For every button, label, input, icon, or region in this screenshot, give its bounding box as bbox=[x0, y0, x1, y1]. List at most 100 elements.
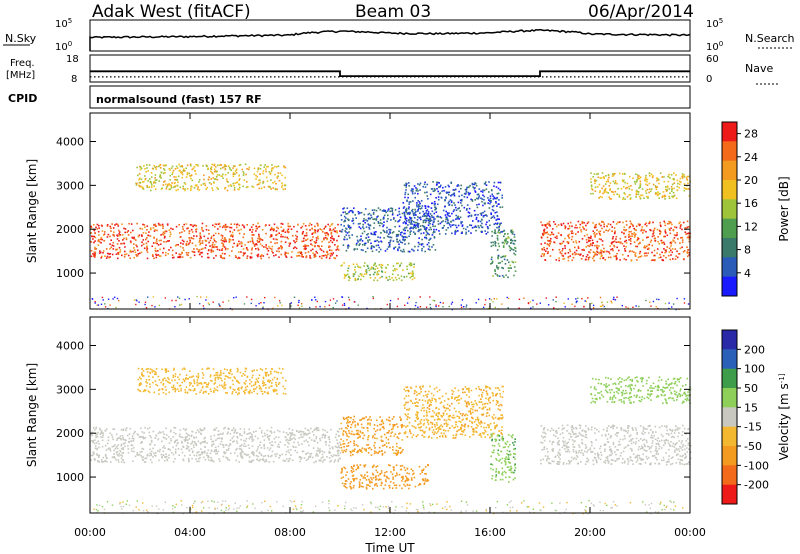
scatter-cell bbox=[199, 235, 202, 238]
scatter-cell bbox=[360, 249, 363, 251]
scatter-cell bbox=[387, 464, 390, 466]
scatter-cell bbox=[659, 224, 662, 226]
scatter-cell bbox=[414, 233, 416, 235]
scatter-cell bbox=[460, 304, 462, 306]
scatter-cell bbox=[323, 237, 325, 240]
scatter-cell bbox=[194, 224, 197, 227]
scatter-cell bbox=[658, 242, 661, 245]
scatter-cell bbox=[193, 436, 195, 439]
scatter-cell bbox=[160, 453, 163, 456]
scatter-cell bbox=[219, 460, 221, 462]
scatter-cell bbox=[409, 201, 412, 203]
scatter-cell bbox=[351, 210, 354, 213]
scatter-cell bbox=[387, 214, 389, 217]
scatter-cell bbox=[245, 445, 247, 448]
scatter-cell bbox=[654, 254, 656, 257]
scatter-cell bbox=[204, 382, 207, 384]
scatter-cell bbox=[150, 189, 152, 192]
scatter-cell bbox=[644, 255, 646, 257]
scatter-cell bbox=[684, 231, 687, 233]
scatter-cell bbox=[207, 393, 210, 395]
scatter-cell bbox=[315, 452, 318, 455]
scatter-cell bbox=[219, 370, 222, 372]
scatter-cell bbox=[672, 196, 674, 199]
scatter-cell bbox=[213, 163, 216, 166]
scatter-cell bbox=[545, 250, 547, 252]
scatter-cell bbox=[280, 247, 283, 250]
scatter-cell bbox=[408, 219, 410, 221]
scatter-cell bbox=[589, 251, 591, 254]
scatter-cell bbox=[540, 221, 542, 224]
scatter-cell bbox=[230, 223, 232, 225]
scatter-cell bbox=[631, 235, 633, 237]
scatter-cell bbox=[506, 259, 509, 261]
scatter-cell bbox=[637, 223, 640, 225]
scatter-cell bbox=[501, 260, 503, 263]
scatter-cell bbox=[334, 459, 336, 461]
scatter-cell bbox=[148, 426, 151, 429]
scatter-cell bbox=[504, 233, 506, 235]
scatter-cell bbox=[619, 221, 621, 223]
scatter-cell bbox=[288, 428, 291, 430]
scatter-cell bbox=[98, 461, 100, 463]
scatter-cell bbox=[136, 300, 138, 302]
scatter-cell bbox=[281, 186, 283, 188]
scatter-cell bbox=[244, 252, 246, 254]
scatter-cell bbox=[158, 255, 161, 257]
scatter-cell bbox=[247, 186, 249, 188]
scatter-cell bbox=[333, 454, 335, 456]
scatter-cell bbox=[224, 228, 227, 231]
scatter-cell bbox=[628, 230, 630, 233]
scatter-cell bbox=[106, 225, 109, 227]
scatter-cell bbox=[365, 486, 368, 489]
scatter-cell bbox=[171, 379, 173, 382]
scatter-cell bbox=[601, 176, 603, 179]
scatter-cell bbox=[150, 450, 153, 453]
scatter-cell bbox=[572, 232, 574, 235]
scatter-cell bbox=[430, 207, 433, 209]
scatter-cell bbox=[262, 435, 264, 438]
scatter-cell bbox=[467, 191, 470, 194]
scatter-cell bbox=[598, 252, 601, 255]
scatter-cell bbox=[480, 197, 482, 199]
scatter-cell bbox=[107, 448, 110, 450]
scatter-cell bbox=[451, 212, 453, 215]
scatter-cell bbox=[664, 222, 666, 224]
scatter-cell bbox=[501, 266, 503, 269]
scatter-cell bbox=[211, 171, 213, 174]
scatter-cell bbox=[359, 266, 362, 269]
scatter-cell bbox=[160, 224, 162, 227]
scatter-cell bbox=[457, 201, 460, 204]
scatter-cell bbox=[222, 243, 225, 245]
scatter-cell bbox=[280, 245, 282, 248]
scatter-cell bbox=[513, 266, 516, 268]
scatter-cell bbox=[119, 251, 121, 253]
scatter-cell bbox=[157, 254, 160, 256]
scatter-cell bbox=[215, 448, 218, 451]
scatter-cell bbox=[681, 239, 684, 241]
scatter-cell bbox=[397, 248, 399, 250]
scatter-cell bbox=[596, 253, 598, 256]
scatter-cell bbox=[257, 237, 259, 240]
scatter-cell bbox=[349, 210, 352, 212]
scatter-cell bbox=[116, 297, 119, 300]
scatter-cell bbox=[152, 381, 154, 384]
scatter-cell bbox=[329, 299, 332, 301]
scatter-cell bbox=[192, 444, 195, 446]
scatter-cell bbox=[594, 186, 597, 189]
scatter-cell bbox=[244, 374, 246, 376]
scatter-cell bbox=[234, 173, 236, 175]
scatter-cell bbox=[415, 301, 417, 304]
scatter-cell bbox=[253, 369, 255, 372]
scatter-cell bbox=[423, 225, 425, 228]
scatter-cell bbox=[636, 239, 638, 242]
scatter-cell bbox=[513, 274, 515, 277]
scatter-cell bbox=[93, 241, 95, 244]
scatter-cell bbox=[238, 240, 240, 243]
scatter-cell bbox=[137, 235, 140, 238]
scatter-cell bbox=[207, 167, 209, 170]
scatter-cell bbox=[106, 457, 108, 459]
scatter-cell bbox=[179, 256, 181, 258]
scatter-cell bbox=[275, 234, 277, 236]
scatter-cell bbox=[640, 194, 642, 196]
